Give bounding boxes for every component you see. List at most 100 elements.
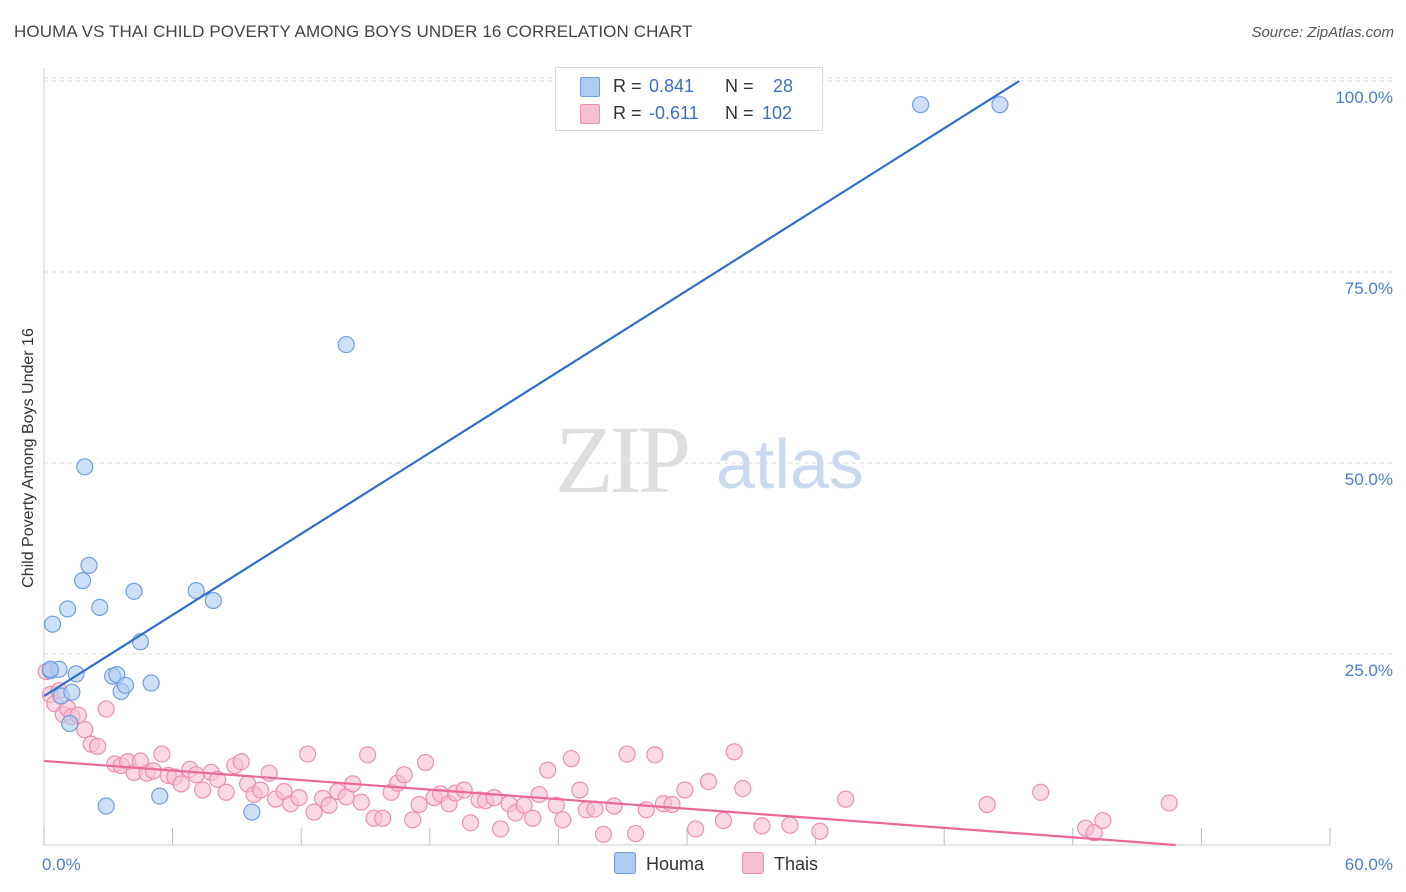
thais-legend-label: Thais: [774, 854, 819, 874]
y-axis-title: Child Poverty Among Boys Under 16: [20, 328, 37, 588]
houma-point: [142, 674, 160, 692]
thais-point: [676, 781, 694, 799]
houma-point: [63, 683, 81, 701]
thais-n-value: 102: [762, 103, 793, 123]
y-tick-labels: 25.0% 50.0% 75.0% 100.0%: [1335, 88, 1393, 680]
thais-swatch: [580, 104, 600, 124]
series-legend: Houma Thais: [0, 852, 1406, 876]
houma-point: [204, 591, 222, 610]
houma-n-value: 28: [773, 76, 794, 96]
thais-point: [299, 745, 317, 763]
thais-point: [1160, 794, 1178, 812]
legend-houma[interactable]: Houma: [614, 852, 704, 875]
n-label: N =: [725, 103, 754, 123]
thais-point: [753, 817, 771, 835]
legend-thais[interactable]: Thais: [742, 852, 818, 875]
houma-series: [41, 96, 1009, 821]
watermark-atlas: atlas: [716, 425, 864, 503]
watermark: ZIP atlas: [555, 406, 864, 513]
chart-title: HOUMA VS THAI CHILD POVERTY AMONG BOYS U…: [14, 22, 693, 41]
thais-point: [594, 825, 613, 843]
thais-point: [194, 781, 212, 799]
thais-point: [539, 761, 557, 779]
houma-legend-swatch: [614, 852, 636, 874]
thais-point: [686, 820, 705, 838]
houma-point: [116, 676, 135, 694]
thais-r-value: -0.611: [649, 103, 699, 123]
houma-trend-line: [43, 80, 1020, 697]
watermark-zip: ZIP: [555, 406, 688, 513]
axes: [43, 68, 1331, 846]
thais-point: [725, 743, 743, 761]
thais-point: [404, 811, 422, 829]
x-tick-label: 0.0%: [42, 855, 81, 874]
thais-point: [410, 795, 428, 814]
thais-point: [172, 775, 190, 793]
thais-point: [1094, 811, 1112, 830]
r-label: R =: [613, 76, 642, 96]
thais-point: [562, 750, 580, 768]
houma-swatch: [580, 77, 600, 97]
thais-point: [352, 793, 370, 811]
thais-point: [734, 779, 752, 798]
thais-point: [605, 797, 623, 815]
houma-point: [61, 714, 79, 733]
houma-point: [125, 582, 143, 600]
houma-point: [912, 96, 930, 114]
thais-trend-line: [43, 759, 1176, 847]
thais-point: [395, 766, 413, 784]
thais-point: [217, 783, 235, 801]
y-tick-label: 100.0%: [1335, 88, 1393, 107]
houma-point: [80, 556, 98, 574]
n-label: N =: [725, 76, 754, 96]
r-label: R =: [613, 103, 642, 123]
thais-point: [88, 737, 107, 756]
thais-point: [359, 746, 377, 764]
thais-point: [837, 790, 855, 808]
stats-legend: R = 0.841 N = 28 R = -0.611 N = 102: [555, 67, 823, 131]
trend-lines: [43, 80, 1176, 847]
houma-point: [337, 335, 355, 354]
thais-point: [547, 796, 565, 814]
thais-point: [554, 811, 572, 829]
thais-point: [1032, 783, 1050, 801]
thais-point: [320, 796, 338, 814]
houma-point: [76, 458, 94, 476]
thais-point: [571, 781, 589, 799]
thais-point: [646, 746, 664, 764]
houma-point: [73, 572, 92, 590]
thais-point: [699, 772, 718, 791]
houma-r-value: 0.841: [649, 76, 695, 96]
thais-point: [1085, 824, 1103, 842]
thais-point: [97, 700, 115, 718]
houma-point: [187, 581, 205, 600]
thais-series: [37, 662, 1178, 843]
x-tick-labels: 0.0% 60.0%: [42, 855, 1393, 874]
thais-point: [144, 762, 162, 780]
y-tick-label: 25.0%: [1345, 661, 1393, 680]
thais-point: [416, 753, 435, 772]
houma-legend-label: Houma: [646, 854, 705, 874]
thais-point: [663, 795, 681, 814]
houma-point: [243, 803, 261, 821]
thais-point: [781, 816, 799, 834]
houma-point: [151, 787, 169, 805]
thais-point: [811, 822, 829, 840]
houma-point: [97, 797, 115, 815]
houma-point: [43, 615, 62, 633]
thais-legend-swatch: [742, 852, 764, 874]
y-tick-label: 75.0%: [1345, 279, 1393, 298]
thais-point: [626, 824, 645, 843]
thais-point: [586, 800, 604, 818]
thais-point: [76, 721, 94, 739]
thais-point: [618, 745, 636, 763]
thais-point: [305, 803, 323, 821]
thais-point: [491, 820, 510, 838]
thais-point: [530, 785, 548, 804]
thais-point: [461, 814, 480, 832]
thais-point: [374, 809, 392, 827]
y-tick-label: 50.0%: [1345, 470, 1393, 489]
thais-point: [485, 789, 503, 807]
houma-point: [41, 660, 60, 678]
